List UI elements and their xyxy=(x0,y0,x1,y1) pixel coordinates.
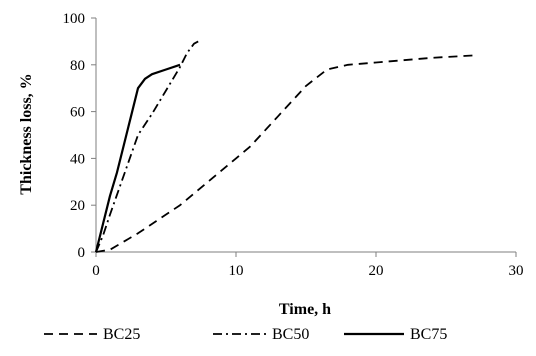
x-tick-label: 30 xyxy=(509,263,524,279)
y-tick-label: 60 xyxy=(70,105,85,121)
x-tick-label: 20 xyxy=(369,263,384,279)
x-tick-label: 0 xyxy=(92,263,100,279)
y-tick-label: 80 xyxy=(70,58,85,74)
y-tick-label: 100 xyxy=(63,11,86,27)
series-line-bc75 xyxy=(94,63,181,253)
x-tick-label: 10 xyxy=(229,263,244,279)
legend-label-bc25: BC25 xyxy=(103,326,140,343)
legend: BC25 BC50 BC75 xyxy=(44,326,447,343)
x-axis-title: Time, h xyxy=(279,301,331,318)
y-tick-label: 0 xyxy=(78,245,86,261)
series-layer xyxy=(94,40,475,253)
axes: 0 20 40 60 80 100 0 10 20 30 xyxy=(63,11,524,279)
y-tick-label: 40 xyxy=(70,151,85,167)
legend-label-bc75: BC75 xyxy=(410,326,447,343)
series-line-bc50 xyxy=(95,40,199,253)
series-line-bc25 xyxy=(95,54,475,253)
y-tick-label: 20 xyxy=(70,198,85,214)
y-axis-title: Thickness loss, % xyxy=(18,73,35,194)
legend-label-bc50: BC50 xyxy=(272,326,309,343)
